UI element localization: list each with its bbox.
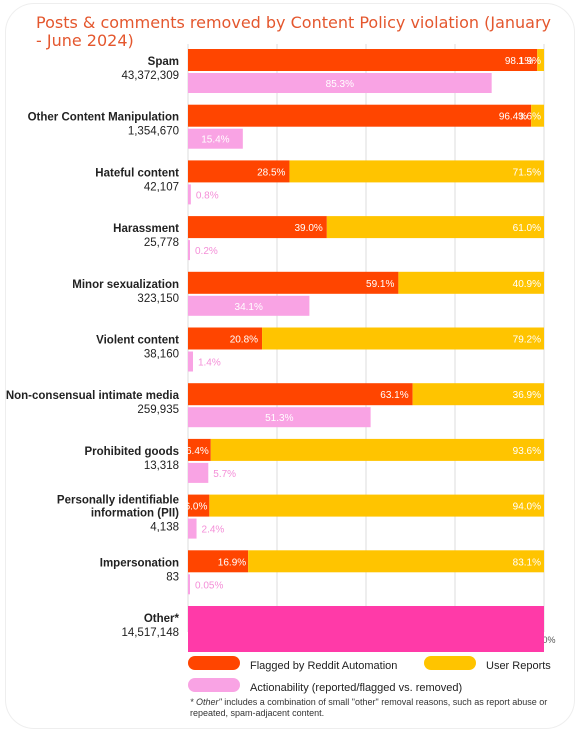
legend-swatch <box>424 656 476 670</box>
footnote-mark: * Other" <box>190 697 222 707</box>
chart-title: Posts & comments removed by Content Poli… <box>36 13 552 50</box>
actionability-label: 34.1% <box>235 302 263 313</box>
actionability-label: 0.2% <box>195 246 218 257</box>
automation-label: 6.4% <box>186 446 209 457</box>
bar-actionability <box>188 184 191 205</box>
bar-user-reports <box>209 494 545 517</box>
bar-actionability <box>188 518 197 539</box>
category-count: 25,778 <box>144 237 179 249</box>
bar-automation <box>188 160 290 183</box>
actionability-label: 85.3% <box>326 79 354 90</box>
category-label: Prohibited goods <box>84 446 179 458</box>
actionability-label: 2.4% <box>202 525 225 536</box>
bar-actionability <box>188 351 193 372</box>
bar-actionability <box>188 240 190 261</box>
automation-label: 28.5% <box>257 167 285 178</box>
legend-label: Flagged by Reddit Automation <box>250 660 397 672</box>
user-reports-label: 61.0% <box>513 223 541 234</box>
user-reports-label: 1.9% <box>518 56 541 67</box>
user-reports-label: 3.6% <box>518 112 541 123</box>
bar-automation <box>188 216 327 239</box>
bar-user-reports <box>326 216 544 239</box>
category-label: Spam <box>148 56 179 68</box>
category-count: 83 <box>166 571 179 583</box>
bar-user-reports <box>262 327 544 350</box>
category-count: 323,150 <box>137 293 179 305</box>
actionability-label: 5.7% <box>213 469 236 480</box>
legend-swatch <box>188 656 240 670</box>
category-count: 14,517,148 <box>121 627 179 639</box>
category-count: 1,354,670 <box>128 126 179 138</box>
category-label: Non-consensual intimate media <box>6 390 180 402</box>
category-label: Other* <box>144 613 180 625</box>
category-label: Other Content Manipulation <box>28 112 179 124</box>
bar-user-reports <box>537 49 544 71</box>
category-count: 13,318 <box>144 460 179 472</box>
user-reports-label: 94.0% <box>513 502 541 513</box>
automation-label: 98.1% <box>505 56 533 67</box>
bar-automation <box>188 383 413 406</box>
bar-actionability <box>188 73 492 93</box>
category-label: Impersonation <box>100 557 179 569</box>
legend-label: User Reports <box>486 660 551 672</box>
footnote-text: includes a combination of small "other" … <box>190 697 548 718</box>
actionability-label: 1.4% <box>198 358 221 369</box>
category-count: 43,372,309 <box>121 70 179 82</box>
bar-automation <box>188 327 263 350</box>
category-count: 38,160 <box>144 349 179 361</box>
bar-other <box>188 606 544 652</box>
actionability-label: 0.05% <box>195 580 223 591</box>
bar-user-reports <box>398 271 544 294</box>
bar-automation <box>188 550 249 573</box>
actionability-label: 51.3% <box>265 413 293 424</box>
automation-label: 16.9% <box>218 557 246 568</box>
user-reports-label: 40.9% <box>513 279 541 290</box>
category-label: Hateful content <box>95 167 179 179</box>
category-label: Minor sexualization <box>72 279 179 291</box>
bar-actionability <box>188 128 243 149</box>
bar-user-reports <box>412 383 544 406</box>
category-label: information (PII) <box>91 508 179 520</box>
bar-user-reports <box>210 438 544 461</box>
footnote: * Other" includes a combination of small… <box>190 697 570 719</box>
automation-label: 59.1% <box>366 279 394 290</box>
automation-label: 20.8% <box>230 335 258 346</box>
actionability-label: 15.4% <box>201 135 229 146</box>
bar-actionability <box>188 407 371 428</box>
user-reports-label: 71.5% <box>513 167 541 178</box>
bar-actionability <box>188 295 310 316</box>
user-reports-label: 83.1% <box>513 557 541 568</box>
category-label: Harassment <box>113 223 179 235</box>
user-reports-label: 79.2% <box>513 335 541 346</box>
legend-swatch <box>188 678 240 692</box>
bar-actionability <box>188 574 190 595</box>
bar-automation <box>188 104 532 127</box>
category-count: 4,138 <box>150 522 179 534</box>
bar-user-reports <box>248 550 544 573</box>
bar-user-reports <box>289 160 544 183</box>
user-reports-label: 93.6% <box>513 446 541 457</box>
category-label: Personally identifiable <box>57 495 179 507</box>
user-reports-label: 36.9% <box>513 390 541 401</box>
bar-automation <box>188 49 538 71</box>
bar-automation <box>188 271 399 294</box>
automation-label: 39.0% <box>294 223 322 234</box>
bar-user-reports <box>531 104 544 127</box>
legend-label: Actionability (reported/flagged vs. remo… <box>250 682 462 694</box>
actionability-label: 0.8% <box>196 190 219 201</box>
bar-automation <box>188 494 210 517</box>
category-count: 259,935 <box>137 404 179 416</box>
bar-actionability <box>188 462 209 483</box>
category-count: 42,107 <box>144 181 179 193</box>
automation-label: 96.4% <box>499 112 527 123</box>
category-label: Violent content <box>96 335 179 347</box>
automation-label: 6.0% <box>185 502 208 513</box>
bar-automation <box>188 438 211 461</box>
automation-label: 63.1% <box>380 390 408 401</box>
